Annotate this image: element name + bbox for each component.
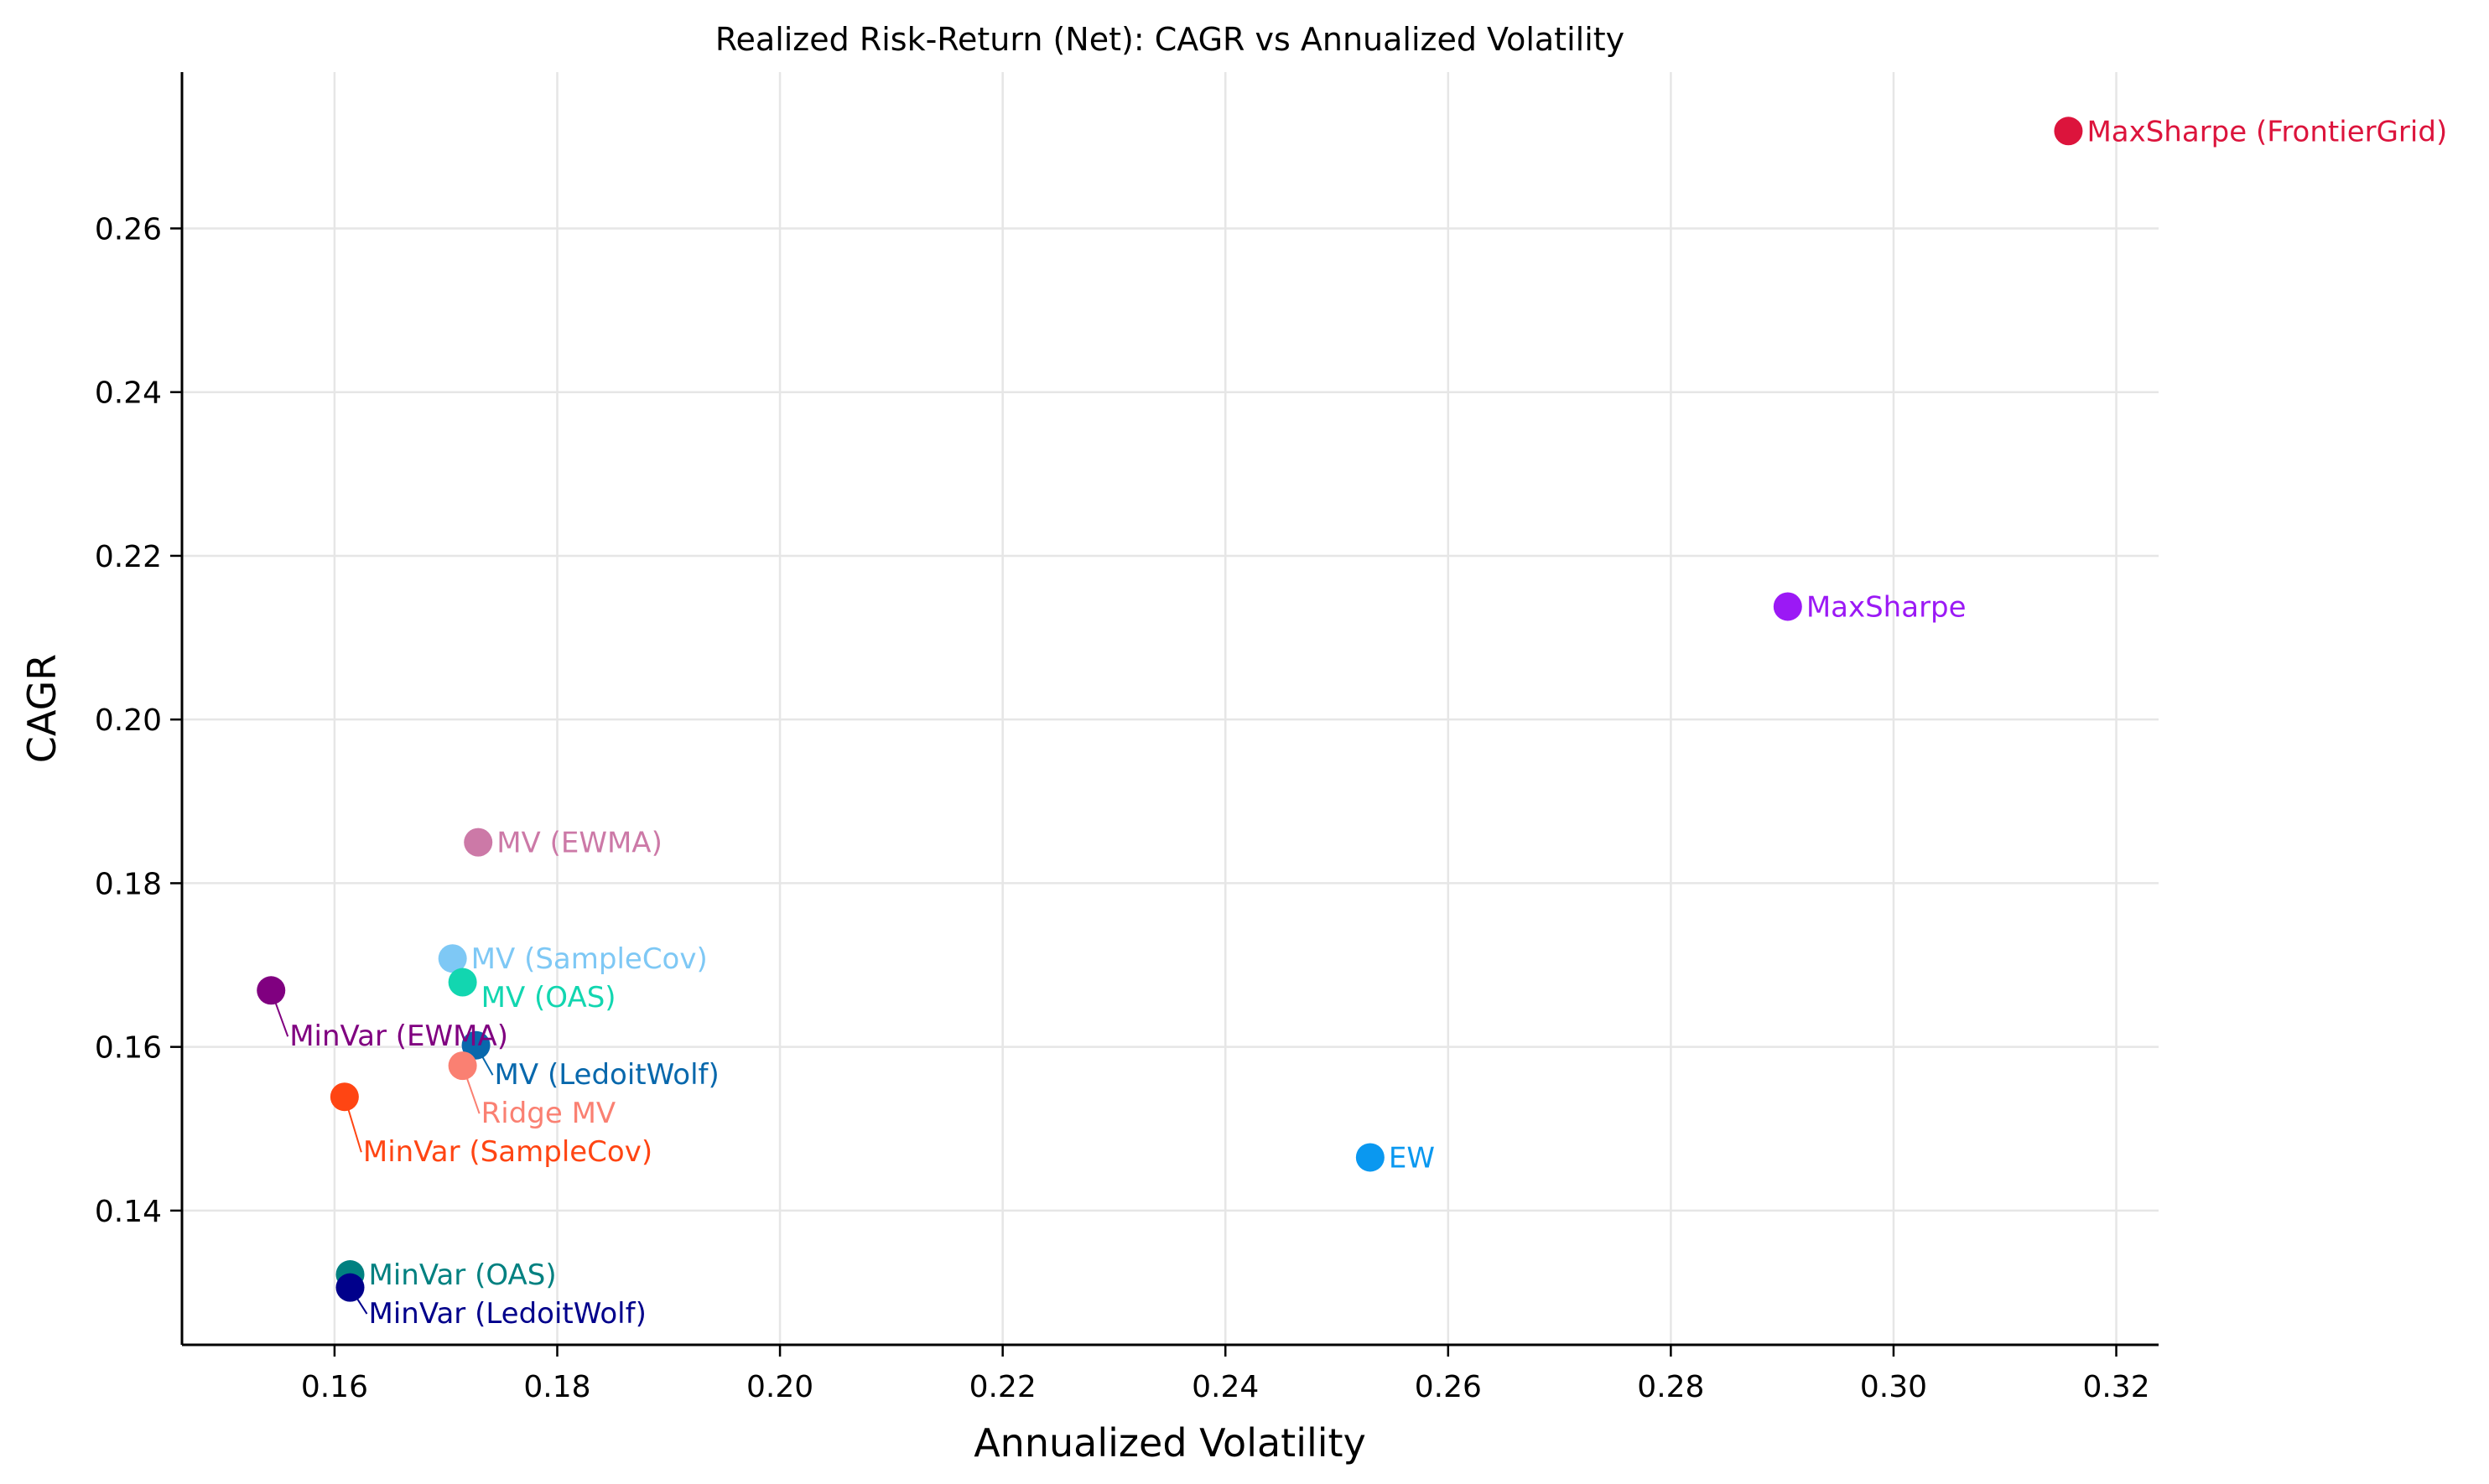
chart-title: Realized Risk-Return (Net): CAGR vs Annu… [715,21,1624,58]
y-axis-ticks: 0.14 0.16 0.18 0.20 0.22 0.24 0.26 [95,212,182,1229]
y-tick-label: 0.26 [95,212,162,246]
x-tick-label: 0.18 [523,1370,590,1404]
y-tick-label: 0.18 [95,867,162,901]
data-point [2054,117,2083,146]
gridlines [182,72,2159,1345]
point-label: MinVar (EWMA) [289,1020,508,1053]
x-tick-label: 0.20 [746,1370,813,1404]
point-labels: MaxSharpe (FrontierGrid) MaxSharpe MV (EWM… [289,115,2447,1331]
data-point [257,976,286,1005]
y-axis-label: CAGR [19,654,65,763]
data-point [461,1030,491,1060]
data-point [1773,592,1802,621]
axes-spines [180,72,2159,1346]
x-tick-label: 0.28 [1637,1370,1704,1404]
data-point [330,1082,359,1112]
x-tick-label: 0.26 [1415,1370,1482,1404]
point-label: Ridge MV [481,1097,616,1130]
point-label: MV (SampleCov) [471,942,708,976]
data-point [438,944,467,973]
x-tick-label: 0.24 [1192,1370,1259,1404]
x-tick-label: 0.32 [2082,1370,2149,1404]
y-tick-label: 0.16 [95,1031,162,1066]
data-point [335,1273,365,1302]
point-label: MV (OAS) [481,981,616,1014]
x-axis-ticks: 0.16 0.18 0.20 0.22 0.24 0.26 0.28 0.30 0.32 [301,1345,2150,1404]
point-label: EW [1389,1141,1435,1175]
point-label: MV (LedoitWolf) [495,1058,720,1092]
data-point [464,828,493,857]
y-tick-label: 0.20 [95,703,162,738]
data-point [1355,1143,1385,1172]
y-tick-label: 0.14 [95,1195,162,1229]
point-label: MaxSharpe [1806,590,1967,624]
data-point [448,1051,477,1081]
point-label: MinVar (OAS) [369,1258,557,1292]
x-tick-label: 0.16 [301,1370,368,1404]
data-points [257,117,2083,1302]
y-tick-label: 0.24 [95,376,162,411]
y-tick-label: 0.22 [95,540,162,574]
point-label: MinVar (LedoitWolf) [369,1297,647,1331]
x-axis-label: Annualized Volatility [974,1420,1366,1466]
point-label: MV (EWMA) [496,827,663,860]
data-point [448,968,477,997]
point-label: MaxSharpe (FrontierGrid) [2086,115,2447,148]
x-tick-label: 0.22 [969,1370,1037,1404]
point-label: MinVar (SampleCov) [363,1135,652,1169]
x-tick-label: 0.30 [1860,1370,1927,1404]
